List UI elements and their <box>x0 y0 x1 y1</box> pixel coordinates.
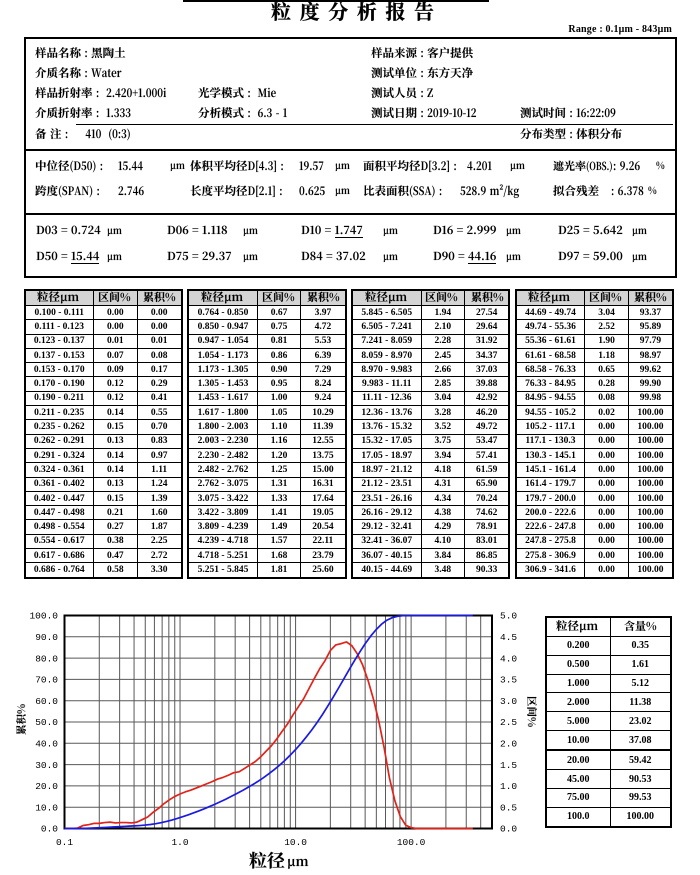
svg-text:100.0: 100.0 <box>397 837 426 848</box>
svg-text:30.0: 30.0 <box>35 760 58 771</box>
svg-text:2.5: 2.5 <box>500 717 517 728</box>
svg-text:50.0: 50.0 <box>35 717 58 728</box>
svg-text:10.0: 10.0 <box>35 802 58 813</box>
svg-text:0.1: 0.1 <box>56 837 73 848</box>
svg-text:10.0: 10.0 <box>284 837 307 848</box>
svg-text:3.0: 3.0 <box>500 696 517 707</box>
svg-text:40.0: 40.0 <box>35 739 58 750</box>
svg-text:60.0: 60.0 <box>35 696 58 707</box>
svg-text:4.0: 4.0 <box>500 653 517 664</box>
svg-text:2.0: 2.0 <box>500 739 517 750</box>
svg-text:1.0: 1.0 <box>171 837 188 848</box>
svg-text:80.0: 80.0 <box>35 653 58 664</box>
svg-text:0.0: 0.0 <box>41 824 58 835</box>
svg-text:0.0: 0.0 <box>500 824 517 835</box>
svg-text:1.0: 1.0 <box>500 781 517 792</box>
svg-text:5.0: 5.0 <box>500 611 517 622</box>
svg-text:100.0: 100.0 <box>29 611 58 622</box>
svg-text:20.0: 20.0 <box>35 781 58 792</box>
svg-text:70.0: 70.0 <box>35 675 58 686</box>
svg-text:0.5: 0.5 <box>500 802 517 813</box>
svg-text:3.5: 3.5 <box>500 675 517 686</box>
svg-text:1.5: 1.5 <box>500 760 517 771</box>
svg-text:4.5: 4.5 <box>500 632 517 643</box>
svg-text:90.0: 90.0 <box>35 632 58 643</box>
